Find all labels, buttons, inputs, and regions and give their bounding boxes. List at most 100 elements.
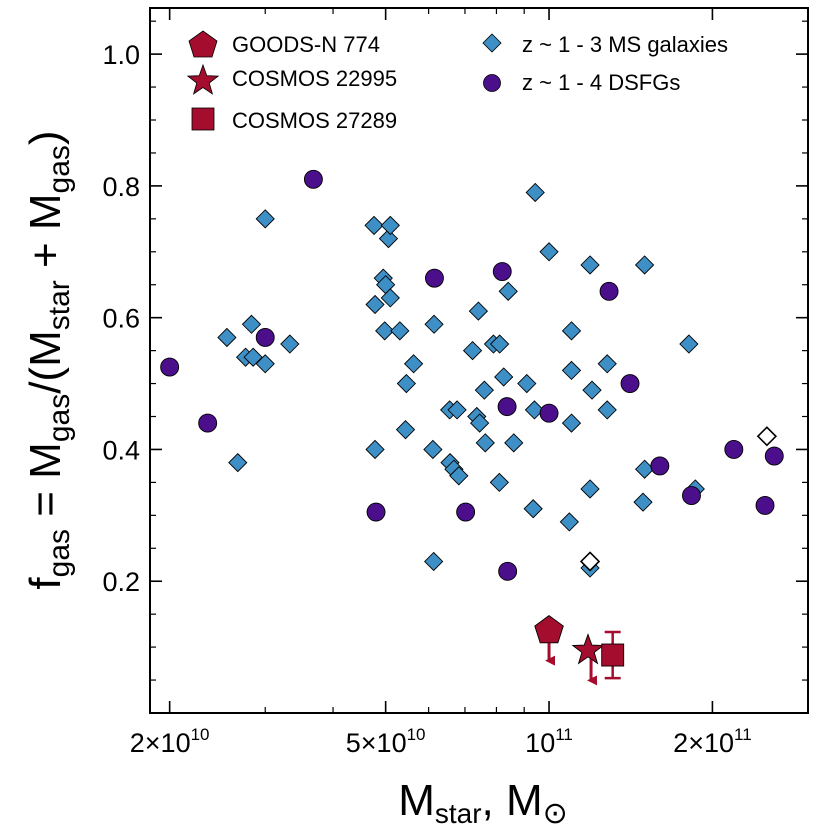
y-axis-title: fgas = Mgas/(Mstar + Mgas) [21,130,76,589]
legend-diamond-marker [482,33,502,53]
legend-item-ms: z ~ 1 - 3 MS galaxies [482,32,728,57]
ms-galaxy-point [241,314,262,334]
ms-galaxy-point [395,420,416,440]
y-axis-title-sub: gas [43,529,76,577]
ms-galaxy-point [396,373,417,394]
ms-galaxy-point [580,479,600,499]
legend-pentagon-marker [188,30,218,58]
x-axis-title-main: M [398,776,435,825]
dsfg-point [255,327,275,347]
dsfg-point [198,413,218,433]
y-axis-title-sub: gas [43,145,76,193]
legend-star-marker [186,63,220,95]
ms-galaxy-point [255,354,275,374]
ms-galaxy-point [470,413,490,433]
x-tick-exponent: 10 [407,725,426,744]
ms-galaxy-point [424,551,444,572]
ms-galaxy-point [490,334,510,354]
cosmos-27289-point [601,643,625,667]
x-tick-exponent: 10 [191,725,210,744]
ms-galaxy-point [390,321,410,341]
ms-galaxy-point [217,327,237,348]
legend-label-dsfg: z ~ 1 - 4 DSFGs [522,70,680,95]
ms-galaxy-point [475,433,495,453]
ms-galaxy-point [378,228,399,249]
ms-galaxy-point [228,452,248,473]
legend-item-dsfg: z ~ 1 - 4 DSFGs [483,70,680,95]
y-tick-labels: 0.2 0.4 0.6 0.8 1.0 [102,40,140,597]
ms-galaxy-point [447,400,467,420]
x-tick-label: 2×1011 [673,725,751,758]
ms-galaxy-point [449,466,469,486]
dsfg-point [498,561,518,581]
x-tick-label: 2×1010 [130,725,210,758]
ms-galaxy-point [525,182,545,203]
ms-galaxy-point [523,499,543,519]
legend-item-goods: GOODS-N 774 [188,30,380,58]
legend-label-cosmos22995: COSMOS 22995 [232,66,397,91]
x-tick-label: 1011 [525,725,573,758]
x-tick-mantissa: 5×10 [346,728,407,758]
ms-galaxy-point [423,439,443,460]
ms-galaxy-point [365,294,385,315]
dsfg-point [724,439,744,459]
y-axis-title-sub: gas [43,394,76,442]
ms-galaxy-point [403,354,424,374]
x-tick-exponent: 11 [734,725,752,744]
legend-circle-marker [483,74,501,92]
legend-label-ms: z ~ 1 - 3 MS galaxies [522,32,728,57]
y-tick-label: 1.0 [102,40,140,70]
ms-galaxy-point [280,334,300,354]
dsfg-point [539,403,559,423]
dsfg-point [599,281,619,301]
x-tick-labels: 2×1010 5×1010 1011 2×1011 [130,725,752,758]
legend: GOODS-N 774 COSMOS 22995 COSMOS 27289 z … [186,30,728,133]
dsfg-point [497,397,517,417]
x-tick-mantissa: 2×10 [673,728,734,758]
ms-galaxy-point [380,215,400,236]
x-axis-title-sub: star [435,798,482,829]
ms-galaxy-point [539,242,559,262]
ms-galaxy-point [597,400,617,420]
dsfg-point [303,169,323,189]
y-tick-label: 0.4 [102,435,140,465]
ms-galaxy-point [380,288,400,308]
ms-galaxy-point [561,413,582,433]
cosmos-22995-point [571,633,605,665]
open-diamond-point [579,551,601,572]
dsfg-point [764,446,784,466]
ms-galaxy-point [243,347,263,367]
sun-symbol-icon: ⊙ [543,796,568,830]
x-axis-title: Mstar, M⊙ [398,776,568,830]
ms-galaxy-point [679,334,699,354]
legend-label-goods: GOODS-N 774 [232,32,380,57]
dsfg-point [492,262,512,282]
goods-n-774-point [534,615,564,644]
legend-item-cosmos27289: COSMOS 27289 [191,107,397,133]
ms-galaxy-point [364,215,384,236]
x-axis-title-tail: , M [482,776,543,825]
dsfg-point [424,268,444,288]
ms-galaxy-point [504,433,524,453]
y-tick-label: 0.8 [102,172,140,202]
ms-galaxy-point [489,472,509,493]
ms-galaxy-point [468,301,489,321]
dsfg-point [620,374,640,394]
ms-galaxy-point [633,492,653,512]
ms-galaxy-point [597,354,617,374]
ms-galaxy-point [474,380,494,400]
x-tick-label: 5×1010 [346,725,426,758]
legend-item-cosmos22995: COSMOS 22995 [186,63,397,95]
ms-galaxy-point [462,340,483,361]
data-points [160,169,784,686]
ms-galaxy-point [582,380,602,400]
ms-galaxy-point [365,439,385,460]
y-axis-title-part: ) [21,130,70,145]
legend-label-cosmos27289: COSMOS 27289 [232,108,397,133]
ms-galaxy-point [561,321,582,341]
ms-galaxy-point [255,209,275,229]
dsfg-point [650,456,670,476]
ms-galaxy-point [634,255,655,275]
dsfg-point [456,502,476,522]
